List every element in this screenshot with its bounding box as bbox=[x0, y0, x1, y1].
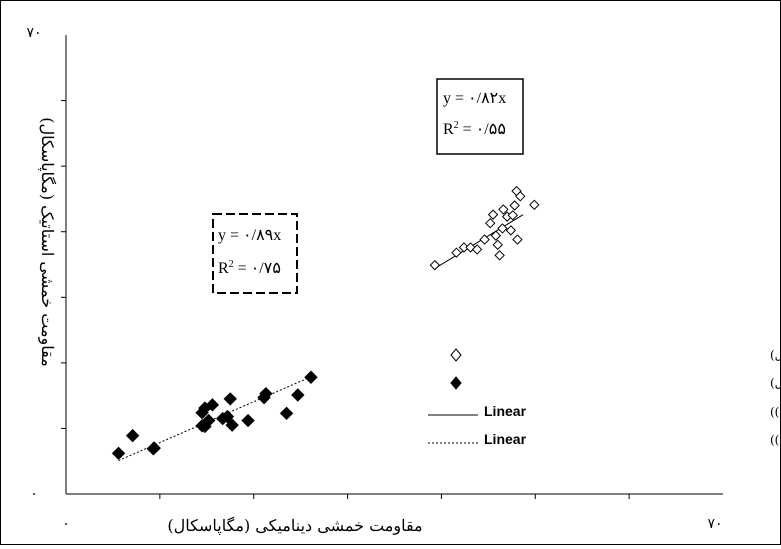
data-point-rash bbox=[490, 230, 502, 241]
legend-marker-kaj bbox=[450, 376, 462, 390]
r2-text-kaj: R2 = ۰/۷۵ bbox=[218, 259, 281, 277]
equation-text-kaj: y = ۰/۸۹x bbox=[218, 227, 281, 244]
series-rash-points bbox=[429, 185, 540, 271]
data-point-rash bbox=[485, 217, 496, 229]
x-axis-title: مقاومت خمشی دینامیکی (مگاپاسکال) bbox=[167, 516, 422, 535]
axis-ticks bbox=[61, 100, 630, 499]
equation-box-rash: y = ۰/۸۲x R2 = ۰/۵۵ bbox=[436, 78, 524, 155]
r2-text-rash: R2 = ۰/۵۵ bbox=[443, 120, 506, 138]
data-point-rash bbox=[492, 239, 503, 251]
data-point-rash bbox=[509, 200, 520, 211]
r2-value-kaj: = ۰/۷۵ bbox=[234, 260, 281, 277]
legend: مقاومت خمشی گونه راش (مگا پاسکال) مقاومت… bbox=[428, 348, 781, 447]
data-point-kaj bbox=[279, 406, 294, 421]
legend-linear-rash: Linear bbox=[484, 403, 527, 419]
data-point-kaj bbox=[205, 398, 220, 412]
data-point-kaj bbox=[241, 413, 255, 428]
data-point-kaj bbox=[201, 413, 216, 428]
data-point-kaj bbox=[111, 446, 126, 461]
trendline-kaj bbox=[118, 375, 314, 462]
data-point-rash bbox=[429, 259, 441, 271]
r2-sup-kaj: 2 bbox=[229, 259, 234, 270]
equation-text-rash: y = ۰/۸۲x bbox=[443, 90, 506, 107]
series-kaj-points bbox=[111, 370, 318, 461]
data-point-kaj bbox=[223, 392, 237, 406]
data-point-rash bbox=[515, 191, 526, 202]
data-point-rash bbox=[494, 250, 505, 261]
legend-label-kaj: مقاومت خمشی گونه کاج (مگا پاسکال) bbox=[770, 376, 781, 390]
r2-value-rash: = ۰/۵۵ bbox=[459, 121, 506, 138]
legend-trend-label-kaj: مقاومت خمشی گونه کاج (مگا پاسکال))) bbox=[770, 433, 781, 447]
data-point-kaj bbox=[291, 388, 305, 402]
y-axis-title: مقاومت خمشی استاتیک (مگاپاسکال) bbox=[38, 117, 57, 367]
legend-linear-kaj: Linear bbox=[484, 431, 527, 447]
data-point-kaj bbox=[259, 386, 273, 401]
data-point-kaj bbox=[225, 418, 239, 432]
data-point-rash bbox=[507, 210, 518, 221]
data-point-rash bbox=[497, 223, 508, 234]
data-point-rash bbox=[487, 209, 499, 220]
equation-box-kaj: y = ۰/۸۹x R2 = ۰/۷۵ bbox=[212, 213, 298, 294]
data-point-kaj bbox=[304, 370, 318, 384]
data-point-kaj bbox=[125, 428, 140, 443]
legend-marker-rash bbox=[450, 348, 462, 362]
x-tick-label-min: ۰ bbox=[62, 516, 70, 532]
data-point-kaj bbox=[220, 409, 235, 424]
data-point-rash bbox=[471, 244, 483, 255]
y-tick-label-max: ۷۰ bbox=[26, 25, 41, 41]
data-point-kaj bbox=[147, 441, 161, 455]
y-tick-label-min: ۰ bbox=[30, 486, 38, 502]
r2-prefix-rash: R bbox=[443, 121, 454, 138]
data-point-rash bbox=[451, 247, 462, 258]
r2-prefix-kaj: R bbox=[218, 260, 229, 277]
data-point-rash bbox=[505, 225, 517, 236]
data-point-rash bbox=[512, 234, 523, 245]
equation-frame-kaj bbox=[212, 213, 298, 294]
r2-sup-rash: 2 bbox=[454, 120, 459, 131]
data-point-rash bbox=[529, 199, 540, 211]
trendline-rash bbox=[434, 214, 524, 269]
equation-frame-rash bbox=[436, 78, 524, 155]
data-point-rash bbox=[498, 204, 509, 215]
legend-label-rash: مقاومت خمشی گونه راش (مگا پاسکال) bbox=[770, 348, 781, 362]
x-tick-label-max: ۷۰ bbox=[707, 516, 722, 532]
legend-trend-label-rash: مقاومت خمشی گونه راش (مگا پاسکال))) bbox=[770, 405, 781, 419]
data-point-rash bbox=[479, 234, 490, 245]
